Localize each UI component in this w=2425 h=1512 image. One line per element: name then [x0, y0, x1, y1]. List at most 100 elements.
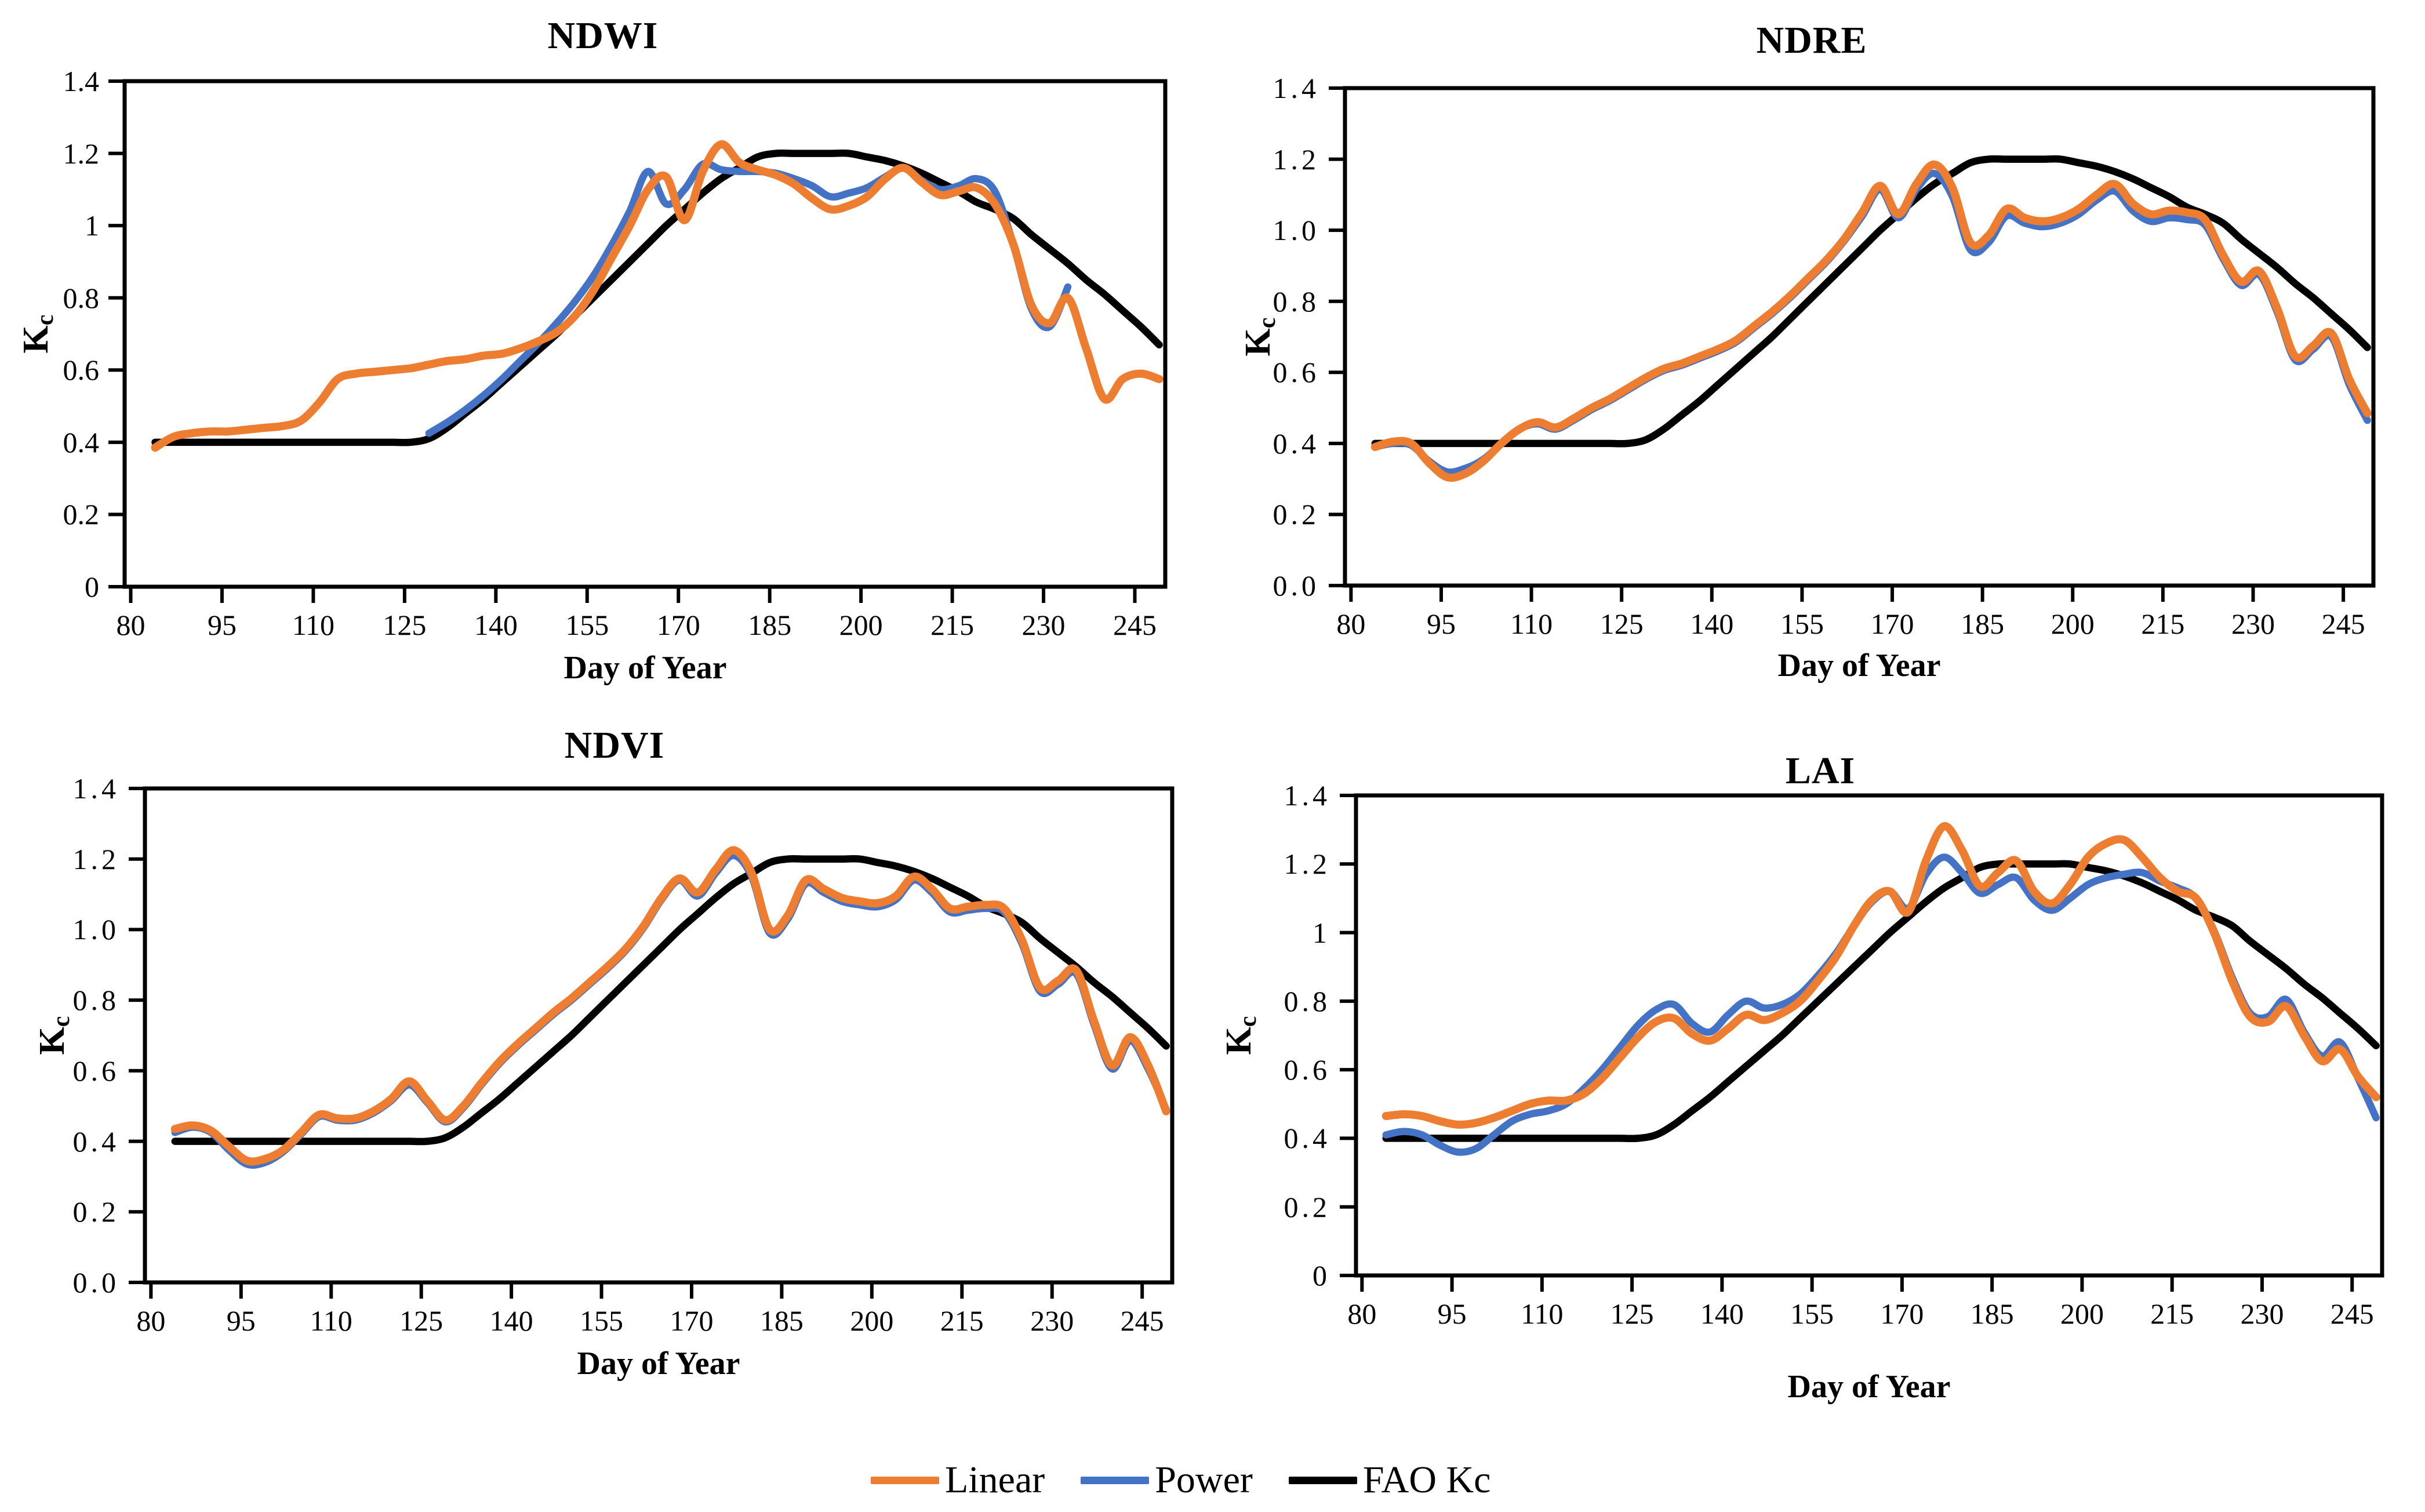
x-tick-label: 245 — [1113, 609, 1157, 641]
legend-item-linear: Linear — [871, 1452, 1045, 1508]
x-tick-label: 110 — [292, 609, 335, 641]
series-line-power — [1382, 853, 2380, 1156]
legend-label: FAO Kc — [1362, 1459, 1491, 1501]
y-tick-label: 1 — [85, 209, 99, 242]
axis-ticks — [129, 786, 1144, 1299]
y-axis-title-sub: c — [32, 314, 59, 326]
x-tick-label: 245 — [2321, 608, 2365, 640]
plot-area-ndre — [1329, 86, 2376, 602]
x-tick-label: 110 — [1510, 608, 1553, 640]
x-tick-label: 155 — [580, 1304, 624, 1337]
y-tick-label: 0.2 — [1273, 498, 1319, 531]
chart-title-ndvi: NDVI — [564, 724, 665, 766]
y-tick-label: 1.4 — [72, 772, 119, 805]
x-axis-title-day-of-year: Day of Year — [577, 1346, 740, 1382]
y-tick-label: 0.4 — [1284, 1122, 1330, 1155]
x-tick-label: 80 — [116, 609, 146, 641]
x-tick-label: 185 — [748, 609, 792, 641]
x-tick-label: 230 — [1030, 1304, 1074, 1337]
axis-ticks — [1340, 793, 2354, 1292]
y-axis-title-main: K — [1238, 328, 1278, 357]
x-tick-label: 110 — [1521, 1297, 1564, 1330]
y-axis-title-sub: c — [48, 1016, 75, 1027]
plot-border — [143, 786, 1175, 1285]
y-tick-label: 1.2 — [1284, 848, 1330, 881]
x-tick-label: 230 — [2240, 1297, 2284, 1330]
x-tick-label: 80 — [136, 1304, 166, 1337]
legend-item-fao-kc: FAO Kc — [1288, 1452, 1491, 1508]
x-tick-label: 200 — [839, 609, 883, 641]
plot-area-lai — [1340, 793, 2384, 1292]
y-tick-label: 0.2 — [72, 1195, 119, 1228]
plot-area-ndwi — [108, 79, 1168, 603]
chart-title-lai: LAI — [1785, 750, 1856, 792]
y-tick-label: 1.2 — [72, 842, 119, 875]
legend-label: Power — [1155, 1459, 1253, 1501]
plot-border — [1354, 793, 2384, 1278]
x-tick-label: 140 — [1700, 1297, 1744, 1330]
x-tick-label: 80 — [1336, 608, 1366, 640]
x-tick-label: 80 — [1347, 1297, 1377, 1330]
series-line-fao-kc — [1382, 860, 2380, 1143]
x-tick-label: 155 — [565, 609, 609, 641]
power-line-swatch-icon — [1081, 1476, 1150, 1484]
x-tick-label: 140 — [489, 1304, 533, 1337]
x-axis-title-day-of-year: Day of Year — [1787, 1369, 1951, 1405]
legend-item-power: Power — [1081, 1452, 1253, 1508]
x-tick-label: 185 — [1961, 608, 2005, 640]
y-tick-label: 0.6 — [1273, 356, 1319, 389]
plot-border — [1343, 86, 2376, 588]
x-tick-label: 95 — [1437, 1297, 1467, 1330]
y-axis-title-sub: c — [1254, 317, 1281, 329]
plot-border — [122, 79, 1168, 589]
x-tick-label: 230 — [2231, 608, 2275, 640]
series-line-power — [171, 852, 1170, 1169]
x-tick-label: 185 — [1970, 1297, 2014, 1330]
y-tick-label: 1 — [1313, 916, 1330, 949]
x-tick-label: 170 — [1870, 608, 1914, 640]
y-tick-label: 1.2 — [63, 137, 100, 170]
series-line-linear — [1370, 160, 2372, 482]
x-tick-label: 170 — [1880, 1297, 1924, 1330]
x-tick-label: 95 — [226, 1304, 256, 1337]
x-tick-label: 215 — [930, 609, 975, 641]
series-line-linear — [170, 846, 1170, 1166]
x-tick-label: 155 — [1790, 1297, 1834, 1330]
linear-line-swatch-icon — [871, 1476, 939, 1484]
x-tick-label: 95 — [1426, 608, 1456, 640]
x-tick-label: 155 — [1780, 608, 1824, 640]
x-tick-label: 185 — [759, 1304, 804, 1337]
x-tick-label: 245 — [1120, 1304, 1164, 1337]
x-tick-label: 215 — [940, 1304, 984, 1337]
y-tick-label: 0.6 — [1284, 1053, 1330, 1086]
series-line-fao-kc — [151, 149, 1163, 446]
axis-ticks — [1329, 86, 2346, 602]
x-tick-label: 140 — [474, 609, 518, 641]
x-tick-label: 230 — [1021, 609, 1066, 641]
y-tick-label: 0.2 — [1284, 1190, 1330, 1223]
y-tick-label: 0.6 — [63, 354, 100, 387]
x-tick-label: 200 — [2060, 1297, 2104, 1330]
fao-kc-line-swatch-icon — [1288, 1476, 1357, 1484]
x-tick-label: 140 — [1690, 608, 1734, 640]
series-line-linear — [1381, 822, 2380, 1129]
chart-title-ndwi: NDWI — [547, 14, 659, 57]
y-tick-label: 0.0 — [72, 1266, 119, 1299]
y-tick-label: 1.4 — [1284, 779, 1330, 812]
y-tick-label: 0.2 — [63, 498, 100, 531]
y-tick-label: 0.6 — [72, 1054, 119, 1087]
x-axis-title-day-of-year: Day of Year — [563, 650, 727, 686]
y-tick-label: 1.0 — [1273, 214, 1319, 247]
series-line-fao-kc — [171, 855, 1170, 1146]
y-tick-label: 1.2 — [1273, 143, 1319, 176]
y-axis-title-main: K — [1219, 1027, 1259, 1055]
x-tick-label: 215 — [2150, 1297, 2194, 1330]
x-tick-label: 170 — [670, 1304, 714, 1337]
axis-ticks — [108, 79, 1137, 603]
y-tick-label: 0.8 — [63, 281, 100, 314]
x-tick-label: 125 — [1610, 1297, 1654, 1330]
x-tick-label: 215 — [2141, 608, 2185, 640]
y-tick-label: 1.4 — [63, 65, 100, 97]
x-tick-label: 200 — [850, 1304, 894, 1337]
